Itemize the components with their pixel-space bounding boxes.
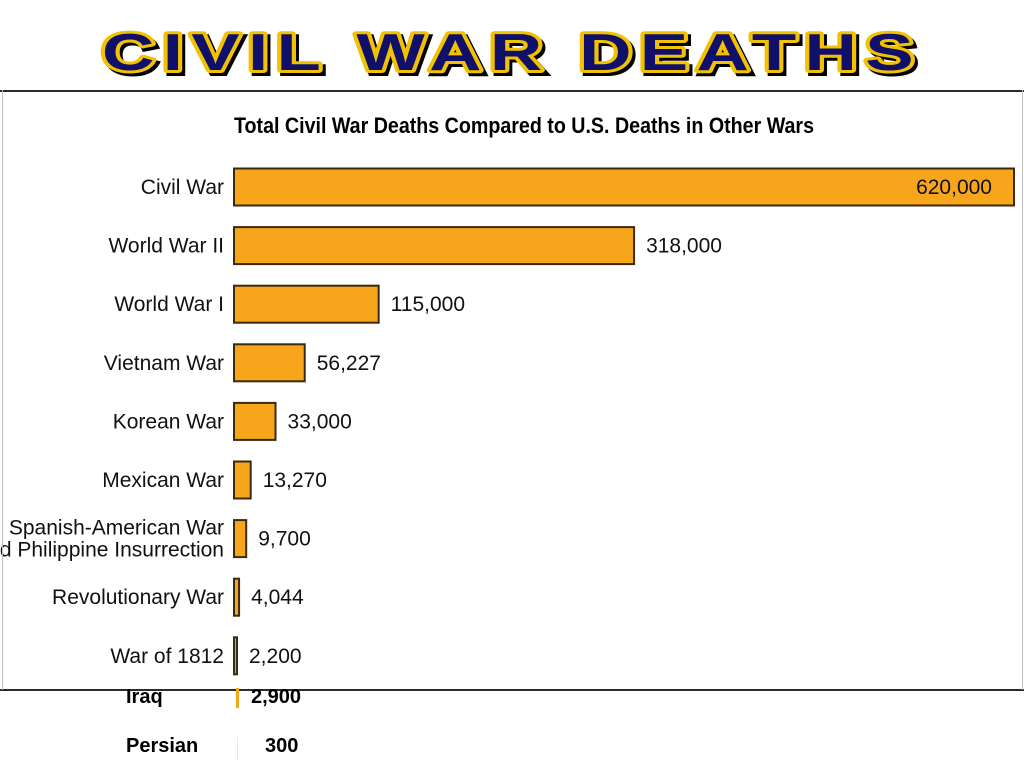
category-label-line: Civil War	[141, 176, 224, 199]
category-label: Mexican War	[102, 469, 224, 492]
bar	[233, 167, 1015, 207]
category-label-line: and Philippine Insurrection	[0, 539, 224, 562]
category-label: War of 1812	[110, 645, 224, 668]
slide-title-shadow: CIVIL WAR DEATHS	[105, 27, 925, 85]
slide-title-text: CIVIL WAR DEATHS	[102, 24, 922, 82]
bar-row: Revolutionary War 4,044	[52, 577, 304, 617]
category-label-line: Mexican War	[102, 469, 224, 492]
overflow-row-iraq: Iraq 2,900	[0, 686, 1024, 716]
chart-bottom-border	[0, 689, 1024, 691]
value-label: 115,000	[391, 293, 465, 316]
value-label: 318,000	[646, 235, 722, 258]
overflow-value-label: 300	[265, 735, 299, 757]
bar	[233, 343, 306, 383]
bar-row: World War I 115,000	[114, 284, 465, 324]
value-label: 56,227	[317, 352, 381, 375]
chart-panel: Total Civil War Deaths Compared to U.S. …	[0, 90, 1024, 690]
bar	[233, 636, 238, 676]
bar-row: Spanish-American War and Philippine Insur…	[0, 517, 311, 562]
slide-title: CIVIL WAR DEATHS CIVIL WAR DEATHS	[99, 21, 925, 86]
category-label: Vietnam War	[104, 352, 224, 375]
bar	[233, 577, 241, 617]
bar	[233, 519, 248, 559]
category-label-line: War of 1812	[110, 645, 224, 668]
category-label: World War I	[114, 293, 224, 316]
chart-top-border	[0, 90, 1024, 92]
overflow-category-label: Persian	[126, 735, 199, 757]
category-label: Korean War	[113, 410, 224, 433]
overflow-bar	[236, 688, 239, 708]
bar-row: World War II 318,000	[108, 226, 722, 266]
value-label: 13,270	[263, 469, 327, 492]
category-label-line: World War II	[108, 235, 224, 258]
overflow-category-label: Iraq	[126, 686, 163, 708]
overflow-bar	[237, 737, 238, 761]
value-label: 4,044	[251, 586, 304, 609]
category-label: Spanish-American War and Philippine Insur…	[0, 517, 224, 562]
value-label: 9,700	[258, 528, 311, 551]
bar-chart: Total Civil War Deaths Compared to U.S. …	[0, 113, 1015, 676]
bar-row: Korean War 33,000	[113, 401, 352, 441]
bar	[233, 284, 380, 324]
category-label: Revolutionary War	[52, 586, 224, 609]
overflow-value-label: 2,900	[251, 686, 302, 708]
category-label-line: Vietnam War	[104, 352, 224, 375]
bar	[233, 460, 252, 500]
category-label-line: Revolutionary War	[52, 586, 224, 609]
value-label: 2,200	[249, 645, 302, 668]
bar-row: Mexican War 13,270	[102, 460, 327, 500]
bar-row: Vietnam War 56,227	[104, 343, 381, 383]
bar	[233, 401, 277, 441]
bar	[233, 226, 636, 266]
category-label-line: World War I	[114, 293, 224, 316]
value-label: 33,000	[288, 410, 352, 433]
chart-title: Total Civil War Deaths Compared to U.S. …	[234, 113, 814, 138]
value-label: 620,000	[916, 176, 992, 199]
category-label-line: Korean War	[113, 410, 224, 433]
category-label: World War II	[108, 235, 224, 258]
chart-right-border	[1022, 90, 1023, 690]
category-label-line: Spanish-American War	[9, 517, 224, 540]
category-label: Civil War	[141, 176, 224, 199]
overflow-row-persian: Persian 300	[0, 735, 1024, 765]
bar-row: Civil War 620,000	[141, 167, 1015, 207]
bar-row: War of 1812 2,200	[110, 636, 302, 676]
chart-left-border	[2, 90, 3, 690]
